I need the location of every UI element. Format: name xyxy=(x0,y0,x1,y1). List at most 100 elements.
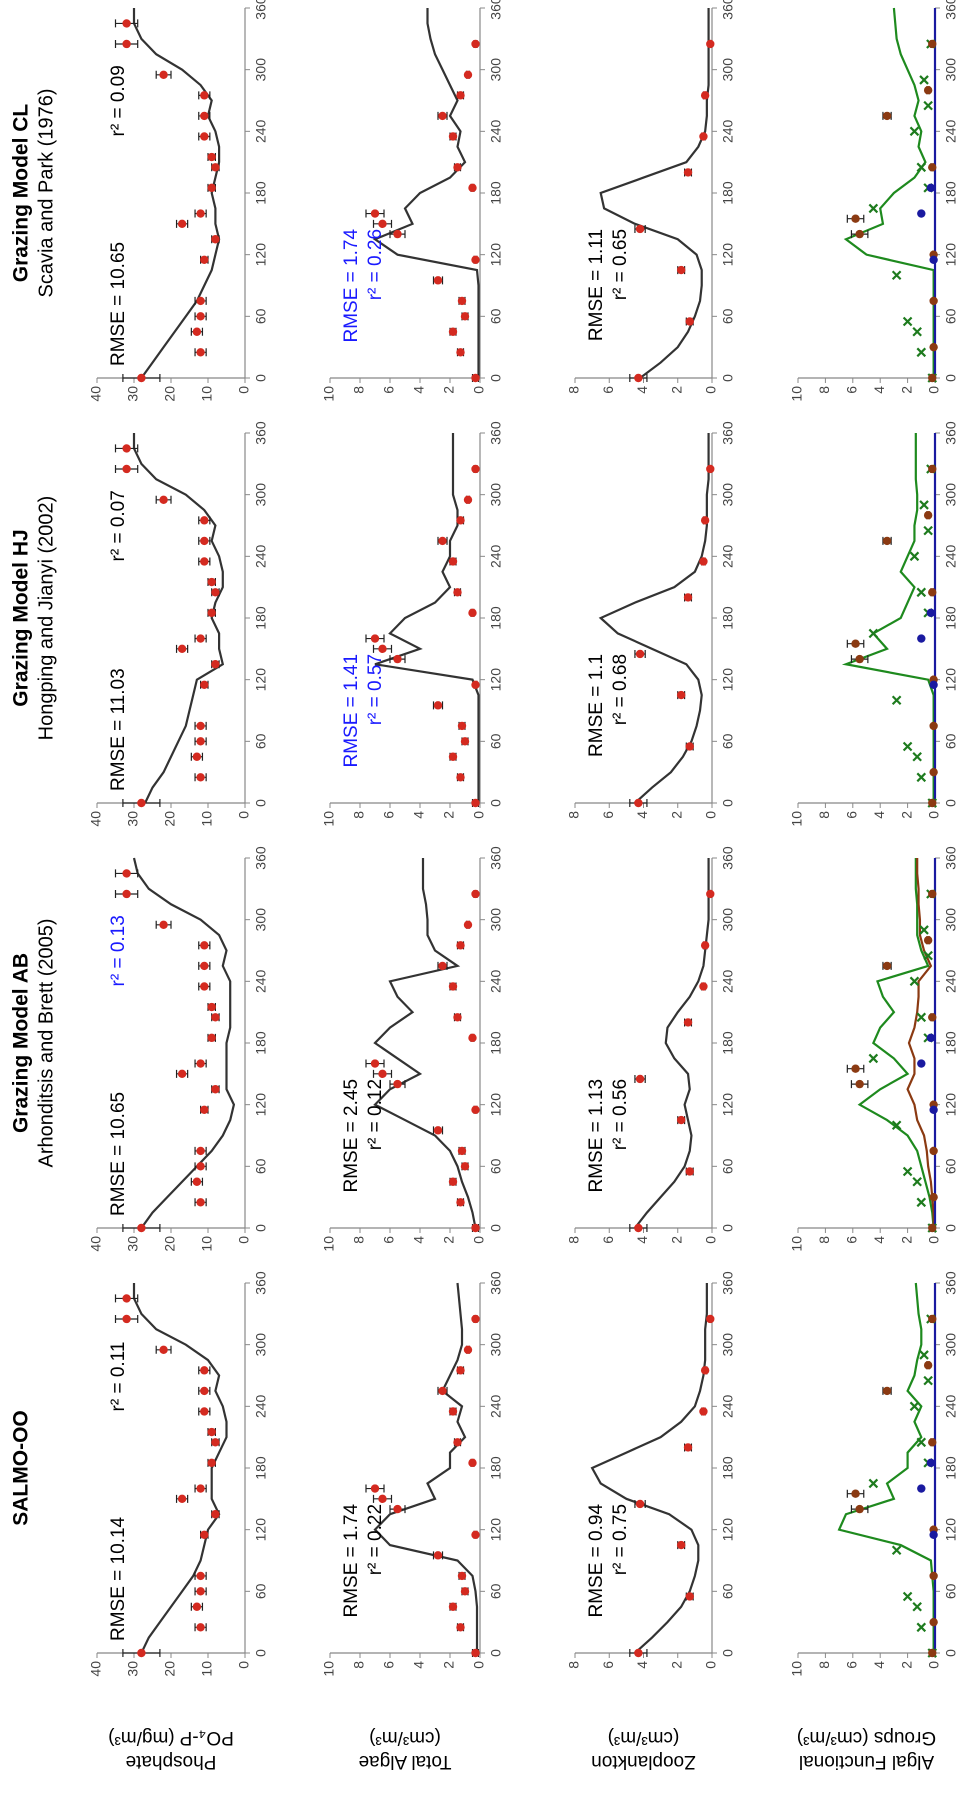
observation-dot xyxy=(928,373,937,383)
fit-annotation: RMSE = 1.74 xyxy=(341,229,362,343)
x-tick-label: 120 xyxy=(720,1518,736,1542)
observation-x xyxy=(923,1375,933,1386)
x-tick-label: 360 xyxy=(253,846,269,870)
observation-dot xyxy=(471,1648,480,1658)
observation-dot xyxy=(122,869,131,878)
y-tick-label: 2 xyxy=(441,386,457,394)
observation-dot xyxy=(929,255,938,265)
fit-annotation: RMSE = 1.11 xyxy=(586,229,607,341)
fit-annotation: RMSE = 11.03 xyxy=(108,668,129,791)
y-tick-label: 10 xyxy=(789,386,805,402)
observation-dot xyxy=(929,680,938,690)
observation-dot xyxy=(929,342,938,352)
observation-dot xyxy=(685,1167,694,1176)
y-axis-label: (cm³/m³) xyxy=(369,1727,441,1748)
observation-dot xyxy=(448,752,458,761)
observation-dot xyxy=(926,1458,936,1468)
y-tick-label: 8 xyxy=(351,1661,367,1669)
observation-dot xyxy=(457,721,467,731)
x-tick-label: 120 xyxy=(943,243,959,267)
observation-dot xyxy=(635,1499,645,1509)
x-tick-label: 240 xyxy=(488,969,504,993)
y-tick-label: 6 xyxy=(381,1236,397,1244)
observation-x xyxy=(916,772,927,783)
y-tick-label: 10 xyxy=(199,386,215,402)
y-tick-label: 20 xyxy=(162,1661,178,1677)
x-tick-label: 0 xyxy=(943,374,959,382)
observation-dot xyxy=(699,1407,708,1416)
x-tick-label: 360 xyxy=(720,846,736,870)
x-tick-label: 240 xyxy=(253,969,269,993)
y-tick-label: 2 xyxy=(668,1236,684,1244)
observation-x xyxy=(902,316,913,327)
x-tick-label: 240 xyxy=(720,1394,736,1418)
observation-dot xyxy=(471,889,480,899)
model-line xyxy=(599,8,710,379)
fit-annotation: RMSE = 1.41 xyxy=(341,654,362,768)
x-tick-label: 0 xyxy=(720,374,736,382)
observation-dot xyxy=(196,312,205,321)
y-tick-label: 2 xyxy=(898,1661,914,1669)
observation-dot xyxy=(851,639,860,648)
x-tick-label: 120 xyxy=(488,1518,504,1542)
x-tick-label: 180 xyxy=(720,606,736,630)
x-tick-label: 120 xyxy=(720,243,736,267)
fit-annotation: RMSE = 1.1 xyxy=(586,654,607,757)
x-tick-label: 180 xyxy=(253,1031,269,1055)
observation-x xyxy=(891,270,902,280)
x-tick-label: 240 xyxy=(943,544,959,568)
observation-dot xyxy=(393,654,402,664)
observation-x xyxy=(891,1545,902,1555)
x-tick-label: 180 xyxy=(253,181,269,205)
y-tick-label: 0 xyxy=(471,1236,487,1244)
observation-dot xyxy=(456,1623,465,1632)
observation-dot xyxy=(448,1177,458,1186)
observation-dot xyxy=(196,1162,205,1171)
observation-dot xyxy=(122,444,131,453)
observation-dot xyxy=(207,183,216,193)
y-tick-label: 2 xyxy=(898,386,914,394)
observation-dot xyxy=(457,1146,467,1156)
x-tick-label: 180 xyxy=(943,606,959,630)
y-axis-label: Phosphate xyxy=(126,1751,217,1772)
x-tick-label: 360 xyxy=(253,1271,269,1295)
observation-dot xyxy=(370,1484,380,1493)
observation-x xyxy=(916,1197,927,1208)
y-tick-label: 0 xyxy=(926,1236,942,1244)
observation-dot xyxy=(928,39,937,49)
observation-dot xyxy=(211,235,220,244)
observation-dot xyxy=(448,132,458,141)
y-tick-label: 8 xyxy=(566,811,582,819)
observation-dot xyxy=(196,721,205,731)
observation-dot xyxy=(378,219,387,229)
y-tick-label: 6 xyxy=(381,386,397,394)
y-tick-label: 4 xyxy=(411,1236,427,1244)
observation-dot xyxy=(370,209,380,218)
y-tick-label: 40 xyxy=(88,1661,104,1677)
x-tick-label: 60 xyxy=(488,1158,504,1174)
observation-dot xyxy=(137,798,146,808)
panel-title: SALMO-OO xyxy=(10,1410,33,1526)
model-line xyxy=(906,858,935,1228)
observation-dot xyxy=(192,327,202,336)
x-tick-label: 120 xyxy=(943,1518,959,1542)
x-tick-label: 120 xyxy=(943,1093,959,1117)
model-line xyxy=(132,8,221,379)
x-tick-label: 0 xyxy=(488,799,504,807)
fit-annotation: r² = 0.12 xyxy=(365,1079,386,1150)
x-tick-label: 60 xyxy=(943,733,959,749)
observation-dot xyxy=(159,70,168,80)
x-tick-label: 360 xyxy=(488,0,504,20)
observation-dot xyxy=(200,941,209,950)
observation-dot xyxy=(463,1345,473,1355)
y-tick-label: 4 xyxy=(411,811,427,819)
observation-dot xyxy=(917,634,926,643)
observation-dot xyxy=(200,1530,209,1540)
observation-dot xyxy=(456,348,465,357)
observation-dot xyxy=(177,1069,187,1079)
x-tick-label: 120 xyxy=(488,668,504,692)
observation-dot xyxy=(393,1079,402,1089)
observation-dot xyxy=(685,317,694,326)
observation-dot xyxy=(929,1105,938,1115)
observation-dot xyxy=(471,1314,480,1324)
